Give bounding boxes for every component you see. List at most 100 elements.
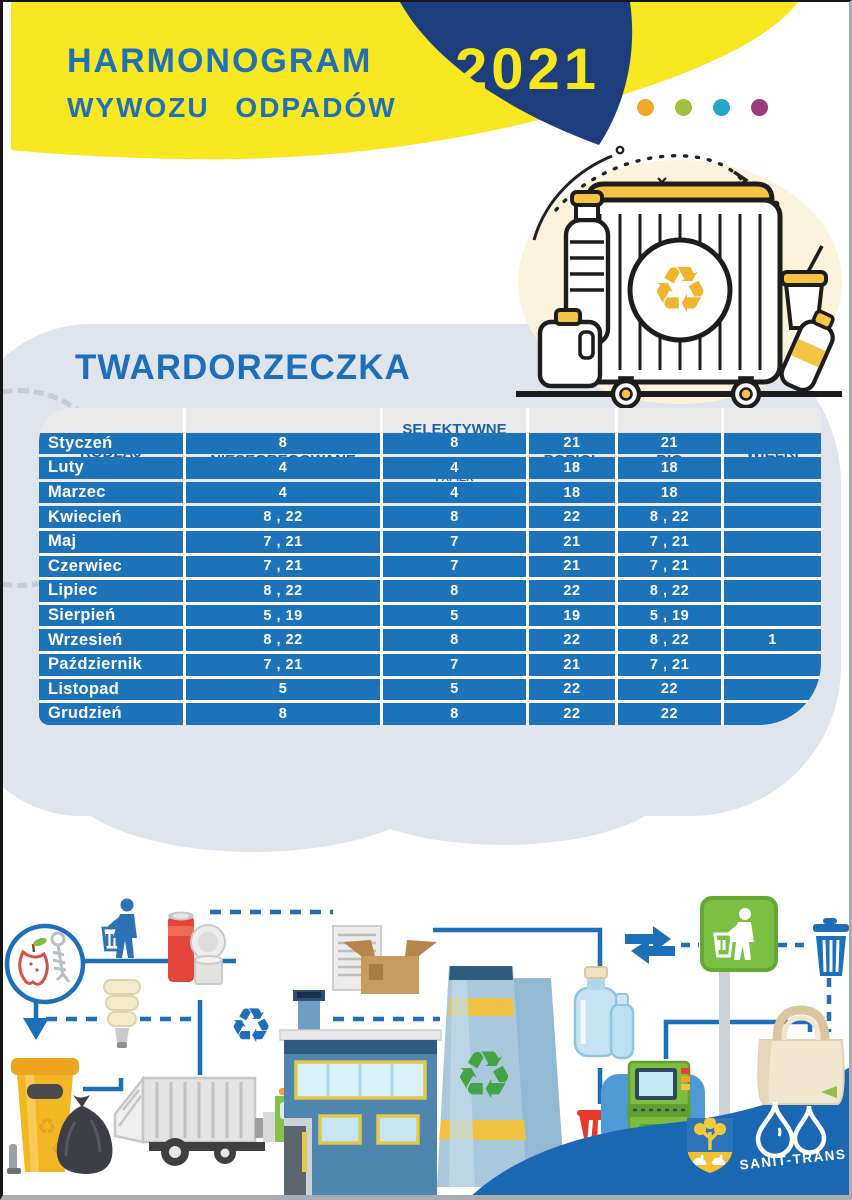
table-cell-month: Luty (39, 457, 183, 479)
table-cell-niesegregowane: 5 , 19 (186, 604, 380, 627)
table-cell-gabaryt (724, 457, 821, 479)
schedule-table: RODZAJ ODPADU NIESEGREGOWANE SELEKTYWNE … (39, 408, 821, 725)
table-cell-popiol: 22 (529, 678, 615, 701)
table-cell-month: Maj (39, 530, 183, 553)
table-cell-bio: 18 (618, 481, 721, 504)
table-cell-popiol: 18 (529, 457, 615, 479)
flow-connectors (33, 909, 832, 1104)
table-cell-month: Lipiec (39, 580, 183, 602)
apple-core-icon (18, 937, 49, 986)
water-bottles-icon (573, 966, 635, 1060)
table-cell-bio: 7 , 21 (618, 653, 721, 676)
dot-purple (751, 99, 768, 116)
table-cell-gabaryt (724, 678, 821, 701)
decorative-dots (637, 99, 768, 116)
table-cell-bio: 5 , 19 (618, 604, 721, 627)
dumpster-wheels (610, 376, 762, 410)
blue-bin-icon (813, 918, 849, 976)
organic-waste-icon (4, 923, 86, 1005)
table-cell-niesegregowane: 4 (186, 481, 380, 504)
cardboard-box-icon (343, 940, 437, 994)
table-cell-month: Marzec (39, 481, 183, 504)
table-cell-selektywne: 7 (383, 653, 526, 676)
table-cell-popiol: 22 (529, 629, 615, 651)
footer-wave (472, 1067, 849, 1195)
table-cell-popiol: 21 (529, 530, 615, 553)
crest-geese (692, 1154, 726, 1165)
table-cell-selektywne: 5 (383, 678, 526, 701)
table-cell-niesegregowane: 8 , 22 (186, 506, 380, 528)
table-cell-month: Sierpień (39, 604, 183, 627)
table-cell-niesegregowane: 7 , 21 (186, 555, 380, 578)
table-cell-niesegregowane: 4 (186, 457, 380, 479)
table-cell-niesegregowane: 8 (186, 703, 380, 725)
table-cell-month: Styczeń (39, 432, 183, 455)
arc-dot (615, 145, 625, 155)
table-cell-niesegregowane: 7 , 21 (186, 530, 380, 553)
table-cell-niesegregowane: 8 , 22 (186, 629, 380, 651)
table-cell-bio: 21 (618, 432, 721, 455)
yellow-bin-icon: ♻ ♻ (7, 1058, 79, 1174)
table-cell-gabaryt (724, 653, 821, 676)
litter-person-icon (101, 898, 137, 958)
dot-orange (637, 99, 654, 116)
table-cell-month: Wrzesień (39, 629, 183, 651)
dumpster: ♻ (577, 181, 783, 410)
jug-icon (537, 308, 603, 389)
recycling-plant-towers-icon: ♻ (437, 966, 565, 1187)
litter-sign-icon (700, 896, 778, 1130)
table-cell-gabaryt (724, 432, 821, 455)
blob-bump (333, 717, 673, 845)
navy-wedge-shape (400, 2, 633, 145)
poster-title-line1: HARMONOGRAM (67, 42, 373, 80)
exchange-arrows-icon (625, 926, 675, 964)
table-cell-selektywne: 8 (383, 629, 526, 651)
down-arrow-icon (23, 1018, 49, 1040)
table-cell-selektywne: 8 (383, 703, 526, 725)
crest-tree (694, 1118, 726, 1150)
trash-bag-icon (56, 1095, 113, 1174)
table-cell-gabaryt (724, 481, 821, 504)
table-cell-gabaryt (724, 506, 821, 528)
factory-building-icon (279, 990, 442, 1195)
table-cell-niesegregowane: 8 , 22 (186, 580, 380, 602)
table-cell-gabaryt (724, 555, 821, 578)
table-cell-popiol: 22 (529, 506, 615, 528)
table-cell-selektywne: 4 (383, 481, 526, 504)
table-cell-bio: 22 (618, 678, 721, 701)
table-cell-selektywne: 5 (383, 604, 526, 627)
table-cell-selektywne: 7 (383, 530, 526, 553)
table-cell-month: Październik (39, 653, 183, 676)
table-cell-niesegregowane: 8 (186, 432, 380, 455)
sign-bin-glyph (713, 932, 734, 958)
recycle-icon: ♻ (454, 1037, 513, 1114)
recycling-container-illustration: ♻ (516, 145, 842, 410)
dot-teal (713, 99, 730, 116)
tote-bag-icon (757, 1005, 845, 1105)
recycle-badge-circle (627, 237, 733, 343)
locality-title: TWARDORZECZKA (75, 348, 411, 387)
table-cell-niesegregowane: 5 (186, 678, 380, 701)
sign-person-glyph (727, 908, 754, 960)
table-cell-niesegregowane: 7 , 21 (186, 653, 380, 676)
table-cell-selektywne: 8 (383, 506, 526, 528)
table-cell-popiol: 21 (529, 653, 615, 676)
fishbone-icon (50, 931, 71, 983)
svg-text:♻: ♻ (37, 1115, 57, 1140)
recycling-flow-illustration: ♻ ♻ ♻ (4, 896, 849, 1195)
year-label: 2021 (455, 37, 601, 102)
table-cell-month: Czerwiec (39, 555, 183, 578)
table-cell-popiol: 21 (529, 432, 615, 455)
poster-title: HARMONOGRAM WYWOZU ODPADÓW (67, 44, 397, 122)
table-cell-selektywne: 4 (383, 457, 526, 479)
table-cell-bio: 8 , 22 (618, 506, 721, 528)
table-cell-bio: 18 (618, 457, 721, 479)
table-cell-popiol: 22 (529, 703, 615, 725)
arc-line (532, 154, 613, 241)
paper-waste-icon (332, 925, 437, 994)
table-cell-bio: 7 , 21 (618, 530, 721, 553)
table-cell-gabaryt: 1 (724, 629, 821, 651)
table-cell-bio: 22 (618, 703, 721, 725)
table-cell-month: Kwiecień (39, 506, 183, 528)
